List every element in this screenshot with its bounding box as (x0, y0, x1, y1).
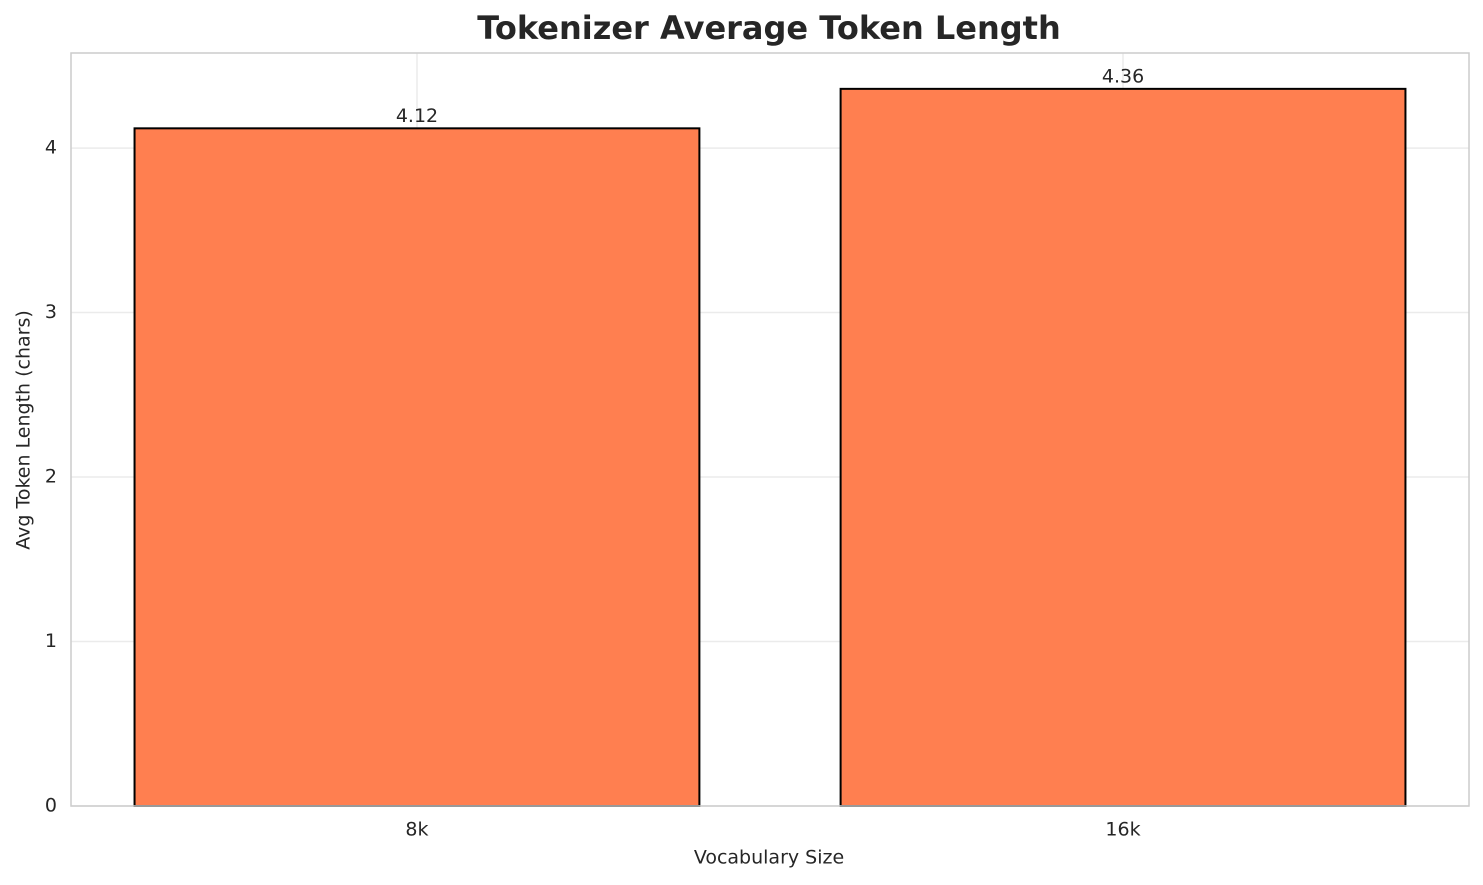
y-tick-label: 4 (45, 137, 57, 159)
x-tick-label: 8k (405, 819, 428, 841)
bar (133, 127, 701, 808)
bar (839, 87, 1407, 808)
chart-title: Tokenizer Average Token Length (477, 9, 1060, 47)
y-tick-label: 0 (45, 795, 57, 817)
y-axis-label: Avg Token Length (chars) (13, 310, 35, 550)
plot-frame (70, 52, 1470, 807)
x-tick-label: 16k (1105, 819, 1140, 841)
x-axis-label: Vocabulary Size (694, 847, 844, 869)
data-label: 4.36 (1102, 65, 1144, 87)
data-label: 4.12 (396, 105, 438, 127)
y-tick-label: 2 (45, 466, 57, 488)
y-tick-label: 1 (45, 630, 57, 652)
y-tick-label: 3 (45, 301, 57, 323)
